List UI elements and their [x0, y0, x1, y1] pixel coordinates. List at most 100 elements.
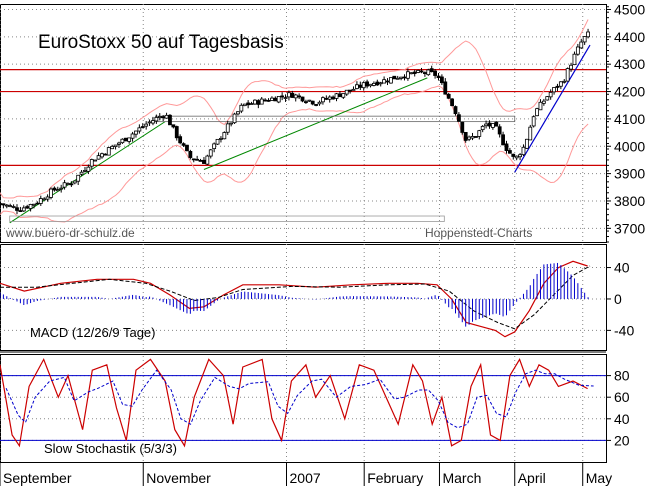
candle	[436, 72, 441, 81]
candle-body	[575, 46, 580, 55]
candle	[202, 157, 206, 164]
candle-body	[130, 133, 135, 139]
candle	[188, 149, 193, 160]
candle-body	[446, 93, 451, 99]
candle-body	[280, 95, 285, 98]
candle-body	[378, 82, 383, 85]
candle-body	[395, 77, 400, 80]
candle	[0, 203, 2, 205]
candle	[385, 78, 390, 86]
candle	[358, 81, 363, 91]
candle-body	[25, 206, 30, 209]
candle-body	[426, 69, 431, 76]
candle-body	[198, 160, 203, 162]
candle	[406, 68, 410, 81]
candle	[582, 36, 587, 45]
candle	[117, 141, 121, 148]
candle	[45, 194, 50, 202]
candle	[86, 164, 91, 175]
candle	[470, 132, 475, 141]
candle-body	[569, 64, 573, 70]
candle	[548, 89, 553, 100]
candle-body	[69, 183, 74, 186]
candle	[164, 112, 169, 119]
candle-body	[72, 180, 77, 184]
candle-body	[49, 188, 53, 198]
candle-body	[528, 126, 533, 141]
candle-body	[212, 143, 217, 150]
candle-body	[79, 171, 84, 175]
candle-body	[8, 205, 13, 208]
candle	[134, 130, 138, 138]
candle-body	[266, 99, 271, 102]
candle	[575, 43, 580, 56]
macd-label: MACD (12/26/9 Tage)	[30, 325, 156, 340]
candle	[168, 114, 172, 126]
candle-body	[83, 169, 87, 172]
candle-body	[205, 155, 210, 165]
candle	[110, 144, 115, 150]
trendline-3	[514, 44, 591, 173]
candle	[514, 155, 519, 161]
candle-body	[535, 108, 539, 117]
candle	[219, 136, 223, 143]
candle-body	[480, 125, 485, 131]
candle-body	[552, 87, 556, 93]
candle-body	[38, 198, 43, 204]
candle-body	[21, 207, 26, 212]
candle-body	[232, 113, 237, 124]
candle-body	[453, 106, 458, 115]
candle-body	[541, 100, 546, 104]
candle	[147, 119, 152, 126]
candle-body	[538, 101, 543, 111]
candle-body	[429, 68, 434, 73]
candle-body	[259, 98, 264, 105]
candle	[586, 28, 590, 39]
candle-body	[191, 158, 196, 161]
candle	[450, 98, 454, 107]
price-tick-label: 4000	[614, 138, 645, 154]
month-label: May	[586, 470, 612, 486]
panel-frame-0	[0, 4, 607, 243]
candle	[389, 77, 393, 84]
candle	[113, 144, 118, 150]
candle	[433, 68, 437, 79]
candle	[89, 158, 94, 170]
candle	[528, 124, 533, 141]
candle	[52, 186, 57, 192]
candle	[361, 81, 366, 91]
candle-body	[178, 136, 183, 144]
candle-body	[436, 75, 441, 79]
candle-body	[555, 85, 560, 88]
candle	[494, 121, 499, 127]
candle-body	[110, 145, 115, 150]
month-label: February	[367, 470, 423, 486]
price-tick-label: 4400	[614, 29, 645, 45]
candle-body	[236, 111, 240, 115]
candle	[225, 120, 230, 135]
candle-body	[382, 79, 387, 84]
candle	[562, 79, 567, 84]
candle-body	[402, 76, 407, 79]
candle-body	[117, 142, 121, 145]
candle	[310, 100, 315, 106]
candle	[368, 83, 373, 88]
macd-tick-label: -40	[614, 322, 634, 338]
candle	[443, 78, 448, 95]
candle	[327, 95, 332, 103]
candle	[382, 76, 387, 84]
candle	[120, 138, 125, 145]
candle-body	[456, 114, 461, 122]
candle	[490, 123, 495, 130]
candle	[463, 131, 468, 143]
macd-tick-label: 0	[614, 291, 622, 307]
candle	[178, 134, 183, 145]
candle-body	[521, 146, 526, 156]
candle-body	[487, 122, 492, 127]
candle-body	[358, 84, 363, 88]
candle	[4, 203, 9, 209]
candle	[229, 122, 234, 127]
candle-body	[120, 138, 125, 144]
candle-body	[399, 76, 404, 79]
candle-body	[355, 84, 359, 89]
